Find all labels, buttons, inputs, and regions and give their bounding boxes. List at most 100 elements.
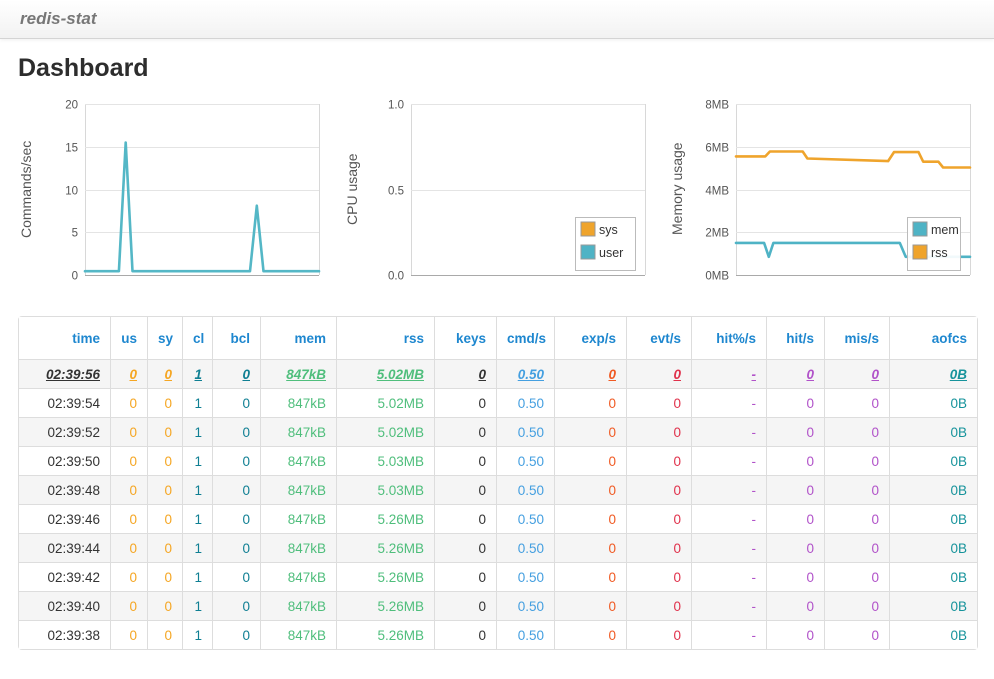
cell-rss: 5.26MB — [336, 591, 434, 620]
cell-cmd_s: 0.50 — [496, 388, 554, 417]
cell-bcl: 0 — [212, 388, 260, 417]
cell-time: 02:39:54 — [19, 388, 110, 417]
cell-us: 0 — [110, 359, 147, 388]
cell-evt_s: 0 — [626, 504, 691, 533]
cell-cmd_s: 0.50 — [496, 359, 554, 388]
cell-us: 0 — [110, 620, 147, 649]
cell-bcl: 0 — [212, 446, 260, 475]
cell-us: 0 — [110, 591, 147, 620]
navbar: redis-stat — [0, 0, 994, 39]
page-title: Dashboard — [18, 54, 149, 82]
cell-us: 0 — [110, 417, 147, 446]
cell-evt_s: 0 — [626, 475, 691, 504]
cell-evt_s: 0 — [626, 562, 691, 591]
cell-aofcs: 0B — [889, 446, 977, 475]
cell-hitpct_s: - — [691, 388, 766, 417]
cell-rss: 5.26MB — [336, 504, 434, 533]
cell-keys: 0 — [434, 562, 496, 591]
cpu-usage-y-tick-label: 1.0 — [388, 100, 404, 112]
cell-cl: 1 — [182, 533, 212, 562]
cell-cl: 1 — [182, 562, 212, 591]
cell-mis_s: 0 — [824, 591, 889, 620]
legend-label-mem: mem — [931, 223, 959, 237]
cell-mem: 847kB — [260, 562, 336, 591]
cell-aofcs: 0B — [889, 620, 977, 649]
col-header-mis_s: mis/s — [824, 317, 889, 359]
cell-mis_s: 0 — [824, 446, 889, 475]
cell-keys: 0 — [434, 359, 496, 388]
cell-cl: 1 — [182, 388, 212, 417]
main-content: Dashboard Commands/sec 0 5 10 15 20 CPU usage 0… — [0, 54, 994, 650]
col-header-exp_s: exp/s — [554, 317, 626, 359]
cell-hitpct_s: - — [691, 620, 766, 649]
cell-exp_s: 0 — [554, 359, 626, 388]
col-header-hitpct_s: hit%/s — [691, 317, 766, 359]
legend-swatch-sys — [580, 221, 595, 237]
cell-us: 0 — [110, 533, 147, 562]
cell-hitpct_s: - — [691, 562, 766, 591]
commands-sec-y-tick-label: 10 — [65, 186, 78, 198]
cell-cmd_s: 0.50 — [496, 475, 554, 504]
cell-exp_s: 0 — [554, 417, 626, 446]
cell-cmd_s: 0.50 — [496, 504, 554, 533]
cell-cl: 1 — [182, 475, 212, 504]
cell-us: 0 — [110, 475, 147, 504]
commands-sec-axis-label: Commands/sec — [18, 140, 34, 238]
table-row: 02:39:42 0 0 1 0 847kB 5.26MB 0 0.50 0 0-0 0 0B — [19, 562, 977, 591]
cell-hit_s: 0 — [766, 591, 824, 620]
cell-hit_s: 0 — [766, 533, 824, 562]
memory-usage-y-tick-label: 4MB — [705, 186, 729, 198]
cell-time: 02:39:38 — [19, 620, 110, 649]
cell-hit_s: 0 — [766, 475, 824, 504]
commands-sec-plot: 0 5 10 15 20 — [65, 100, 321, 283]
cell-bcl: 0 — [212, 475, 260, 504]
cpu-usage-plot: 0.0 0.5 1.0 sys user — [388, 100, 646, 283]
table-row: 02:39:40 0 0 1 0 847kB 5.26MB 0 0.50 0 0-0 0 0B — [19, 591, 977, 620]
col-header-bcl: bcl — [212, 317, 260, 359]
cell-aofcs: 0B — [889, 359, 977, 388]
cell-mem: 847kB — [260, 533, 336, 562]
cell-mem: 847kB — [260, 591, 336, 620]
cell-cmd_s: 0.50 — [496, 591, 554, 620]
cell-exp_s: 0 — [554, 388, 626, 417]
cell-cl: 1 — [182, 417, 212, 446]
cell-mis_s: 0 — [824, 562, 889, 591]
cell-keys: 0 — [434, 620, 496, 649]
cell-mem: 847kB — [260, 359, 336, 388]
col-header-keys: keys — [434, 317, 496, 359]
cell-keys: 0 — [434, 591, 496, 620]
cell-keys: 0 — [434, 417, 496, 446]
memory-usage-chart: Memory usage 0MB 2MB 4MB 6MB 8MB mem rss — [669, 94, 976, 290]
cell-exp_s: 0 — [554, 533, 626, 562]
cell-cl: 1 — [182, 591, 212, 620]
cell-rss: 5.03MB — [336, 475, 434, 504]
cell-mem: 847kB — [260, 446, 336, 475]
commands-sec-series-commands — [83, 141, 321, 273]
cpu-usage-y-tick-label: 0.0 — [388, 271, 404, 283]
table-header-row: time us sy cl bcl mem rss keys cmd/s exp/s evt/s hi… — [19, 317, 977, 359]
current-stats-row: 02:39:56 0 0 1 0 847kB 5.02MB 0 0.50 0 0-0 0 0B — [19, 359, 977, 388]
col-header-us: us — [110, 317, 147, 359]
cell-bcl: 0 — [212, 591, 260, 620]
cell-rss: 5.02MB — [336, 417, 434, 446]
cell-us: 0 — [110, 562, 147, 591]
cell-mem: 847kB — [260, 475, 336, 504]
cell-exp_s: 0 — [554, 620, 626, 649]
table-row: 02:39:38 0 0 1 0 847kB 5.26MB 0 0.50 0 0-0 0 0B — [19, 620, 977, 649]
cell-hit_s: 0 — [766, 359, 824, 388]
cell-cmd_s: 0.50 — [496, 562, 554, 591]
app-brand[interactable]: redis-stat — [20, 9, 97, 28]
cell-keys: 0 — [434, 475, 496, 504]
cell-hitpct_s: - — [691, 504, 766, 533]
cell-sy: 0 — [147, 620, 182, 649]
cell-evt_s: 0 — [626, 533, 691, 562]
legend-swatch-rss — [912, 244, 928, 260]
legend-swatch-mem — [912, 221, 928, 237]
col-header-cl: cl — [182, 317, 212, 359]
cell-time: 02:39:48 — [19, 475, 110, 504]
cell-hit_s: 0 — [766, 562, 824, 591]
commands-sec-y-tick-label: 5 — [72, 228, 78, 240]
cell-evt_s: 0 — [626, 417, 691, 446]
cell-rss: 5.02MB — [336, 359, 434, 388]
cell-exp_s: 0 — [554, 446, 626, 475]
